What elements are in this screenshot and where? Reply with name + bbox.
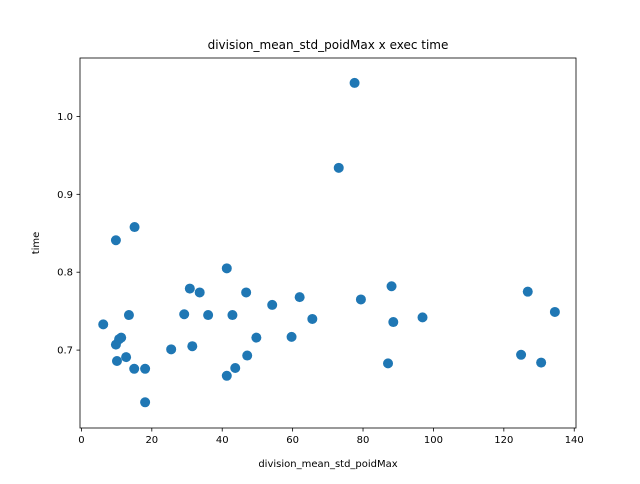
data-point [140,363,151,374]
data-point [307,313,318,324]
data-point [98,319,109,330]
x-axis-label: division_mean_std_poidMax [258,459,397,470]
x-tick-label: 0 [78,435,84,446]
y-tick-label: 0.8 [57,268,73,279]
x-tick-label: 100 [424,435,443,446]
data-point [116,332,127,343]
x-tick-label: 120 [494,435,513,446]
data-point [386,281,397,292]
data-point [187,341,198,352]
data-point [184,283,195,294]
data-point [355,294,366,305]
data-point [549,306,560,317]
x-tick-label: 20 [145,435,158,446]
data-point [129,222,140,233]
data-point [241,287,252,298]
data-point [221,370,232,381]
x-axis-ticks: 0 20 40 60 80 100 120 140 [78,428,584,446]
y-tick-label: 0.7 [57,346,73,357]
data-point [179,309,190,320]
y-tick-label: 0.9 [57,190,73,201]
data-point [221,263,232,274]
data-point [110,235,121,246]
y-axis-label: time [31,232,42,255]
data-point [294,292,305,303]
x-tick-label: 60 [286,435,299,446]
data-point [333,162,344,173]
data-point [111,356,122,367]
data-point [242,350,253,361]
data-point [267,299,278,310]
x-tick-label: 80 [357,435,370,446]
x-tick-label: 140 [565,435,584,446]
data-point [121,352,132,363]
data-point [417,312,428,323]
plot-area-frame [79,57,577,429]
data-point [522,286,533,297]
data-point [140,397,151,408]
x-tick-label: 40 [216,435,229,446]
data-point [383,358,394,369]
data-points [98,77,560,408]
data-point [227,310,238,321]
data-point [286,331,297,342]
data-point [166,344,177,355]
data-point [349,77,360,88]
y-tick-label: 1.0 [57,112,73,123]
data-point [516,349,527,360]
data-point [129,363,140,374]
data-point [251,332,262,343]
y-axis-ticks: 0.7 0.8 0.9 1.0 [57,112,80,357]
chart-title: division_mean_std_poidMax x exec time [208,38,449,52]
data-point [194,287,205,298]
data-point [388,317,399,328]
data-point [123,310,134,321]
data-point [536,357,547,368]
data-point [230,363,241,374]
data-point [203,310,214,321]
